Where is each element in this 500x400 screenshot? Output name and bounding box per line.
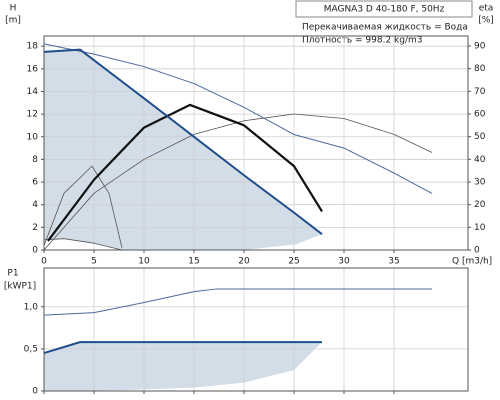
y2-tick-label: 0 [474,246,480,256]
y-tick-label: 1,0 [24,302,39,312]
y-tick-label: 0,5 [24,344,38,354]
y2-tick-label: 50 [474,132,486,142]
x-tick-label: 25 [288,257,299,267]
y-tick-label: 6 [32,178,38,188]
x-tick-label: 0 [41,257,47,267]
x-tick-label: 5 [91,257,97,267]
y2-axis-unit: [%] [478,16,494,26]
y2-tick-label: 10 [474,223,486,233]
y-tick-label: 12 [27,110,38,120]
y2-tick-label: 30 [474,177,486,187]
y2-tick-label: 60 [474,109,486,119]
curve [43,113,433,251]
x-axis-label: Q [m3/h] [452,257,492,267]
y-tick-label: 4 [32,200,38,210]
y2-tick-label: 20 [474,200,486,210]
annotation: Плотность = 998.2 kg/m3 [302,36,423,46]
x-tick-label: 15 [188,257,199,267]
annotation: Перекачиваемая жидкость = Вода [302,23,468,33]
y-axis-unit: [m] [5,16,21,26]
x-tick-label: 35 [388,257,399,267]
y-tick-label: 14 [27,87,39,97]
curve [43,238,123,251]
y-tick-label: 16 [27,64,39,74]
y2-axis-label: eta [479,4,494,14]
x-tick-label: 20 [238,257,250,267]
operating-area [44,49,322,250]
y-tick-label: 2 [32,223,38,233]
y2-tick-label: 70 [474,87,486,97]
x-tick-label: 30 [338,257,350,267]
y-tick-label: 18 [27,42,39,52]
y2-tick-label: 80 [474,64,486,74]
curve [43,341,322,355]
y-axis-label: H [10,4,17,14]
curve [43,165,123,248]
y-tick-label: 8 [32,155,38,165]
plot-frame [43,267,469,392]
title-box [295,0,473,18]
x-tick-label: 10 [138,257,150,267]
chart-title: MAGNA3 D 40-180 F, 50Hz [324,5,445,15]
curve [47,103,323,242]
curve [43,288,432,316]
y-axis-unit: [kWP1] [4,282,36,292]
plot-frame [43,35,469,251]
y-tick-label: 0 [32,387,38,397]
y-tick-label: 10 [27,132,39,142]
y2-tick-label: 90 [474,41,486,51]
operating-area [44,342,322,391]
y2-tick-label: 40 [474,155,486,165]
curve [43,43,433,194]
y-tick-label: 0 [32,246,38,256]
curve [43,48,323,235]
y-axis-label: P1 [7,269,18,279]
